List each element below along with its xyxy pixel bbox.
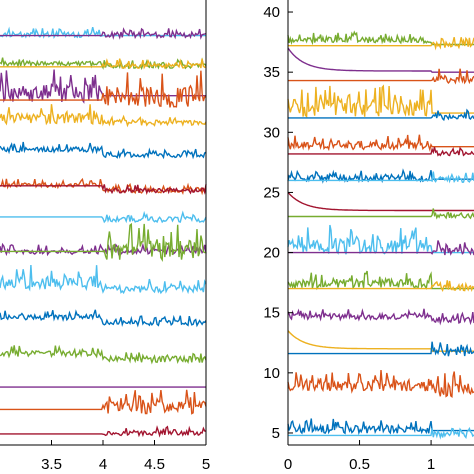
- left-x-ticks: 3.5 4 4.5 5: [41, 440, 210, 473]
- right-y-tick-label: 10: [263, 365, 280, 382]
- left-series-line-11: [0, 184, 207, 195]
- right-y-tick-label: 40: [263, 4, 280, 21]
- left-x-tick-label: 5: [202, 456, 210, 473]
- left-series-line-4: [0, 344, 207, 365]
- left-series-line-12: [0, 141, 207, 160]
- right-series-line-8: [288, 280, 474, 293]
- right-x-tick-label: 1: [427, 456, 435, 473]
- left-series-line-16: [0, 57, 207, 71]
- right-y-tick-label: 35: [263, 64, 280, 81]
- right-series-line-6: [287, 308, 474, 326]
- left-series-line-14: [0, 69, 206, 104]
- right-series-group: [287, 30, 474, 440]
- right-series-line-13: [287, 168, 474, 184]
- left-x-tick-label: 4.5: [144, 456, 165, 473]
- right-series-line-15: [287, 134, 474, 152]
- left-series-line-8: [0, 222, 207, 262]
- right-x-ticks: 00.511: [284, 440, 435, 473]
- right-y-ticks: 5 10 15 20 25 30 35 40: [263, 4, 293, 442]
- right-y-tick-label: 30: [263, 124, 280, 141]
- left-series-line-13: [0, 104, 207, 128]
- right-series-line-20: [288, 68, 474, 85]
- left-series-line-2: [0, 389, 207, 415]
- right-series-line-1: [287, 418, 474, 436]
- right-series-line-19: [287, 47, 474, 73]
- right-y-tick-label: 20: [263, 245, 280, 262]
- left-series-line-19: [0, 27, 207, 40]
- right-series-line-18: [288, 108, 474, 122]
- left-series-line-17: [0, 58, 207, 70]
- left-series-line-1: [0, 425, 207, 438]
- left-series-group: [0, 26, 207, 438]
- right-series-line-16: [288, 146, 474, 157]
- left-series-line-9: [0, 210, 207, 224]
- left-series-line-6: [0, 265, 207, 295]
- right-series-line-17: [287, 84, 474, 118]
- left-x-tick-label: 3.5: [41, 456, 62, 473]
- left-series-line-15: [0, 70, 207, 108]
- right-series-line-5: [288, 341, 474, 357]
- right-y-tick-label: 5: [272, 425, 280, 442]
- left-series-line-5: [0, 309, 207, 328]
- right-series-line-11: [287, 191, 474, 212]
- right-series-line-9: [287, 224, 474, 255]
- right-series-line-2: [288, 426, 474, 440]
- left-x-tick-label: 4: [99, 456, 107, 473]
- right-y-tick-label: 25: [263, 184, 280, 201]
- right-y-tick-label: 15: [263, 305, 280, 322]
- right-series-line-10: [288, 240, 474, 256]
- right-x-tick-label: 0.5: [349, 456, 370, 473]
- right-series-line-3: [287, 370, 474, 399]
- right-x-tick-label: 0: [284, 456, 292, 473]
- left-panel: 3.5 4 4.5 5: [0, 0, 210, 473]
- right-series-line-12: [288, 208, 474, 220]
- right-series-line-14: [288, 171, 474, 184]
- right-series-line-22: [288, 36, 474, 51]
- left-series-line-7: [0, 242, 207, 257]
- right-series-line-21: [287, 30, 474, 46]
